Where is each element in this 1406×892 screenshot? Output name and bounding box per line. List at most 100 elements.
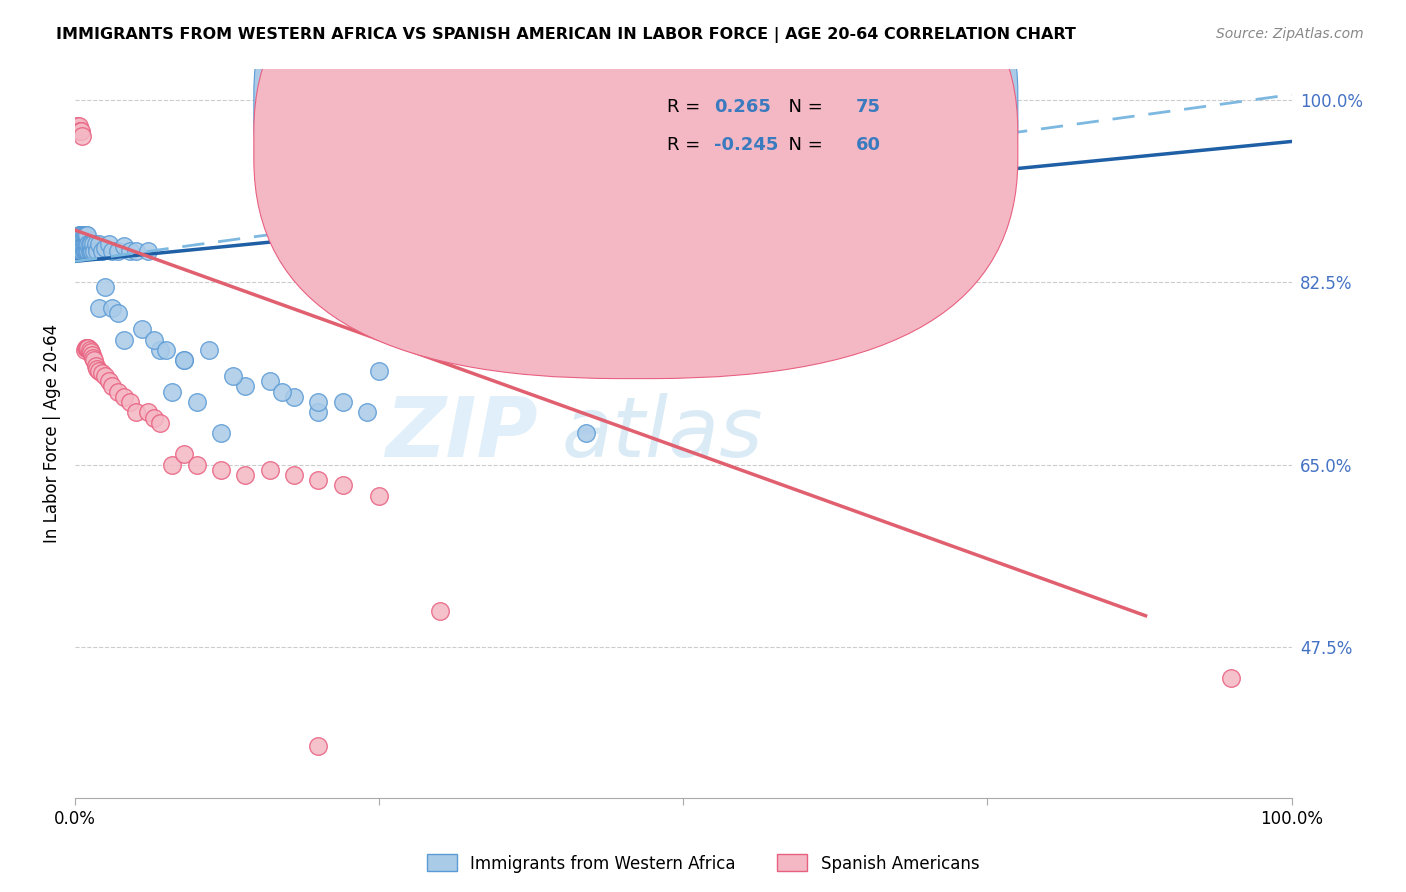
Legend: Immigrants from Western Africa, Spanish Americans: Immigrants from Western Africa, Spanish … [420, 847, 986, 880]
Point [259, 463, 281, 477]
Point [90, 366, 112, 380]
Point [79, 343, 101, 357]
Point [209, 463, 232, 477]
Point [107, 384, 129, 399]
Point [332, 395, 354, 409]
Point [136, 405, 159, 419]
Point [69, 236, 91, 251]
Point [307, 739, 329, 753]
Point [73, 236, 96, 251]
Point [72, 236, 94, 251]
Text: N =: N = [778, 136, 828, 154]
Point [575, 426, 598, 441]
Point [94, 280, 117, 294]
Point [429, 176, 451, 190]
Point [198, 343, 221, 357]
Point [67, 236, 90, 251]
Text: 60: 60 [856, 136, 882, 154]
Point [143, 333, 166, 347]
Point [70, 236, 93, 251]
Point [67, 244, 90, 258]
Point [107, 306, 129, 320]
Point [76, 244, 98, 258]
Point [73, 244, 96, 258]
Point [65, 124, 87, 138]
Text: -0.245: -0.245 [714, 136, 778, 154]
Text: Source: ZipAtlas.com: Source: ZipAtlas.com [1216, 27, 1364, 41]
Point [209, 426, 232, 441]
Point [1219, 671, 1241, 685]
Point [75, 244, 97, 258]
Point [125, 405, 148, 419]
Point [66, 241, 89, 255]
Point [76, 228, 98, 243]
Point [84, 236, 107, 251]
Point [77, 244, 100, 258]
Point [72, 244, 94, 258]
Point [79, 236, 101, 251]
Text: R =: R = [668, 98, 706, 116]
Point [368, 489, 391, 503]
Point [118, 395, 141, 409]
Point [368, 364, 391, 378]
Point [283, 390, 305, 404]
Point [76, 236, 98, 251]
Point [233, 468, 256, 483]
Point [173, 447, 195, 461]
Point [155, 343, 177, 357]
Point [112, 390, 135, 404]
Point [100, 301, 122, 316]
Point [98, 236, 121, 251]
Point [186, 458, 208, 472]
Text: atlas: atlas [561, 392, 763, 474]
FancyBboxPatch shape [254, 0, 1018, 378]
Point [67, 244, 90, 258]
Point [67, 236, 90, 251]
Point [89, 364, 111, 378]
Point [112, 333, 135, 347]
Point [76, 341, 98, 355]
Point [136, 244, 159, 258]
Point [75, 228, 97, 243]
Point [84, 359, 107, 373]
Point [69, 244, 91, 258]
Point [69, 124, 91, 138]
Point [149, 343, 172, 357]
Point [75, 236, 97, 251]
Point [83, 353, 105, 368]
Point [307, 405, 329, 419]
Point [233, 379, 256, 393]
Point [72, 236, 94, 251]
Point [72, 244, 94, 258]
Point [118, 244, 141, 258]
Point [86, 244, 108, 258]
Point [73, 236, 96, 251]
Point [72, 244, 94, 258]
Point [186, 395, 208, 409]
Point [86, 361, 108, 376]
Text: 0.265: 0.265 [714, 98, 770, 116]
Point [72, 244, 94, 258]
Point [70, 228, 93, 243]
Point [131, 322, 153, 336]
Point [94, 369, 117, 384]
Point [72, 228, 94, 243]
FancyBboxPatch shape [598, 76, 908, 182]
Point [356, 405, 378, 419]
Point [80, 348, 103, 362]
Point [125, 244, 148, 258]
Point [69, 244, 91, 258]
Text: R =: R = [668, 136, 706, 154]
Point [80, 244, 103, 258]
Point [77, 244, 100, 258]
Point [67, 228, 90, 243]
Point [270, 384, 292, 399]
Point [70, 244, 93, 258]
Point [70, 236, 93, 251]
Point [65, 238, 87, 252]
Point [94, 241, 117, 255]
Point [66, 119, 89, 133]
Point [80, 244, 103, 258]
Point [70, 124, 93, 138]
Point [307, 473, 329, 487]
